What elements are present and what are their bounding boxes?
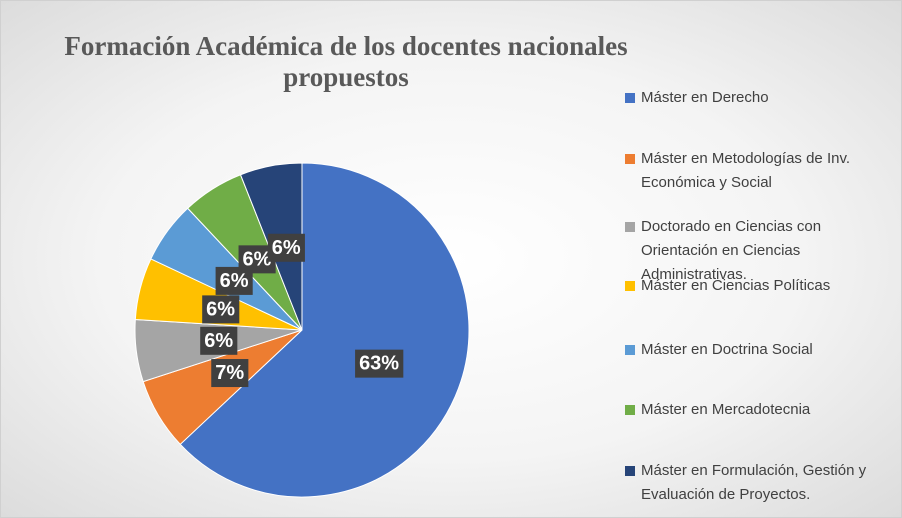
data-label-group: 7% (211, 359, 249, 388)
data-label-box (267, 233, 305, 262)
legend-label: Máster en Mercadotecnia (641, 401, 811, 418)
legend-entry: Máster en Mercadotecnia (625, 398, 895, 422)
data-label-box (200, 326, 238, 355)
data-label-group: 6% (200, 326, 238, 355)
legend-swatch (625, 405, 635, 415)
data-label: 63% (359, 353, 399, 375)
legend-swatch (625, 281, 635, 291)
pie-slice (179, 162, 470, 498)
legend-label: Máster en Derecho (641, 89, 769, 106)
legend-swatch (625, 345, 635, 355)
chart-title: Formación Académica de los docentes naci… (64, 31, 628, 92)
legend-swatch (625, 222, 635, 232)
legend-entry: Máster en Doctrina Social (625, 338, 895, 362)
legend-entry: Máster en Ciencias Políticas (625, 274, 895, 298)
data-label-box (211, 359, 249, 388)
legend-swatch (625, 154, 635, 164)
data-label: 6% (204, 330, 233, 352)
data-label: 6% (206, 298, 235, 320)
legend-label: Máster en Ciencias Políticas (641, 277, 831, 294)
legend-entry: Máster en Formulación, Gestión y Evaluac… (625, 459, 895, 507)
legend-label: Máster en Formulación, Gestión y Evaluac… (641, 462, 867, 503)
data-label-group: 6% (215, 266, 253, 295)
legend-label: Máster en Metodologías de Inv. Económica… (641, 150, 851, 191)
legend-entry: Máster en Derecho (625, 86, 895, 110)
data-label: 6% (272, 237, 301, 259)
data-label-box (355, 349, 404, 378)
data-label-group: 6% (202, 295, 240, 324)
data-label: 6% (220, 270, 249, 292)
legend-label: Doctorado en Ciencias con Orientación en… (641, 218, 822, 283)
legend-entry: Máster en Metodologías de Inv. Económica… (625, 147, 895, 195)
data-label-group: 6% (267, 233, 305, 262)
legend-label: Máster en Doctrina Social (641, 341, 813, 358)
legend-swatch (625, 93, 635, 103)
data-label-box (202, 295, 240, 324)
data-label-group: 63% (355, 349, 404, 378)
data-label: 6% (243, 248, 272, 270)
data-label: 7% (215, 362, 244, 384)
legend-entry: Doctorado en Ciencias con Orientación en… (625, 215, 895, 287)
legend-swatch (625, 466, 635, 476)
